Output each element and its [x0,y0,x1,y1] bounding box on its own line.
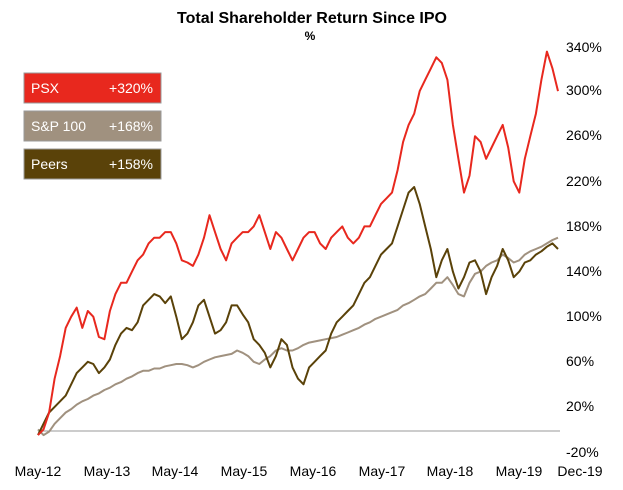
legend: PSX +320% S&P 100 +168% Peers +158% [23,72,162,180]
legend-box-sp100 [23,110,162,142]
y-tick-label: 180% [566,218,602,234]
series-line-psx [37,50,559,436]
legend-value-sp100: +168% [109,118,153,134]
legend-box-peers [23,148,162,180]
y-tick-label: 260% [566,127,602,143]
legend-value-psx: +320% [109,80,153,96]
x-tick-label: May-13 [84,463,131,479]
legend-item-psx: PSX +320% [23,72,162,104]
legend-label-psx: PSX [31,80,60,96]
x-tick-label: May-14 [152,463,199,479]
x-tick-label: Dec-19 [557,463,602,479]
y-tick-label: 340% [566,39,602,55]
series-layer [37,50,559,437]
x-tick-label: May-12 [15,463,62,479]
chart-title: Total Shareholder Return Since IPO [177,10,447,27]
y-tick-label: 220% [566,173,602,189]
x-tick-label: May-16 [290,463,337,479]
y-tick-label: 300% [566,82,602,98]
legend-label-peers: Peers [31,156,68,172]
y-tick-label: 60% [566,353,594,369]
x-tick-label: May-18 [427,463,474,479]
x-tick-label: May-19 [496,463,543,479]
series-line-sp100 [37,236,559,437]
legend-value-peers: +158% [109,156,153,172]
y-tick-label: 100% [566,308,602,324]
y-tick-label: 140% [566,263,602,279]
legend-item-peers: Peers +158% [23,148,162,180]
y-tick-label: 20% [566,398,594,414]
x-tick-label: May-17 [359,463,406,479]
legend-label-sp100: S&P 100 [31,118,86,134]
legend-box-psx [23,72,162,104]
y-tick-label: -20% [566,444,599,460]
legend-item-sp100: S&P 100 +168% [23,110,162,142]
x-axis-ticks: May-12 May-13 May-14 May-15 May-16 May-1… [15,463,603,479]
series-line-peers [37,186,559,436]
chart-subtitle: % [305,29,316,43]
y-axis-ticks: 340% 300% 260% 220% 180% 140% 100% 60% 2… [566,39,602,460]
x-tick-label: May-15 [221,463,268,479]
